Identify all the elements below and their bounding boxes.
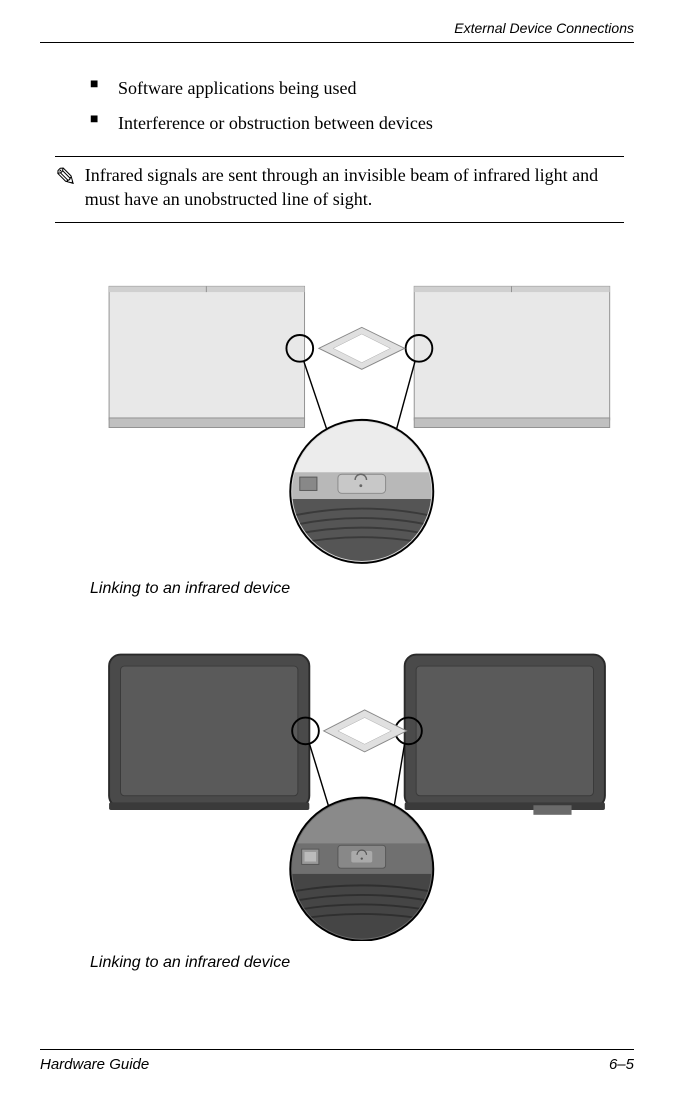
section-title: External Device Connections (454, 20, 634, 36)
page-content: Software applications being used Interfe… (40, 73, 634, 1049)
footer-right: 6–5 (609, 1056, 634, 1073)
page-footer: Hardware Guide 6–5 (40, 1049, 634, 1073)
page: External Device Connections Software app… (0, 0, 674, 1113)
figure-caption: Linking to an infrared device (90, 580, 624, 598)
pencil-icon: ✎ (55, 165, 77, 191)
page-header: External Device Connections (40, 20, 634, 43)
note-text: Infrared signals are sent through an inv… (85, 163, 624, 212)
figure-1: Linking to an infrared device (90, 253, 624, 599)
infrared-tablet-diagram (90, 626, 624, 941)
footer-left: Hardware Guide (40, 1056, 149, 1073)
bullet-list: Software applications being used Interfe… (90, 73, 624, 138)
list-item: Software applications being used (90, 73, 624, 104)
note-box: ✎ Infrared signals are sent through an i… (55, 156, 624, 223)
figure-caption: Linking to an infrared device (90, 954, 624, 972)
list-item: Interference or obstruction between devi… (90, 108, 624, 139)
figure-2: Linking to an infrared device (90, 626, 624, 972)
infrared-laptop-diagram (90, 253, 624, 568)
